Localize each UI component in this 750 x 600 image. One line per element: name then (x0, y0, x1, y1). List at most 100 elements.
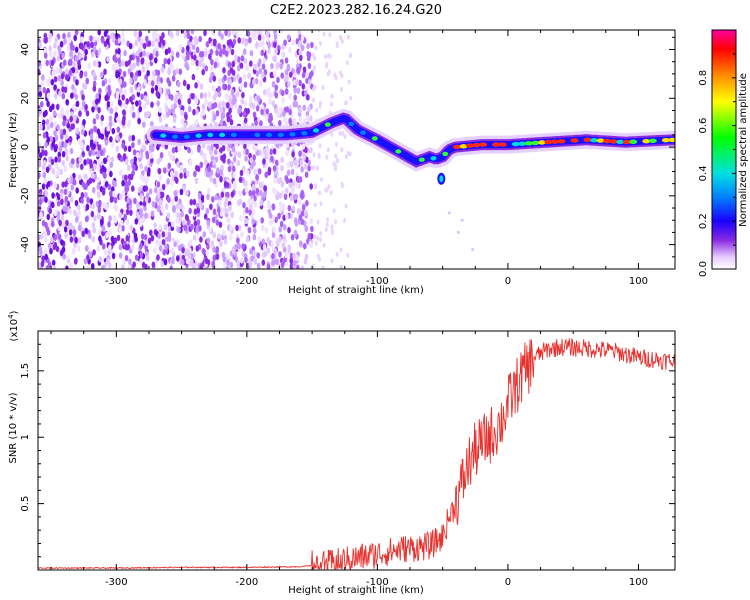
spectrogram-noise-cell (298, 48, 303, 56)
spectrogram-noise-cell (346, 150, 350, 156)
spectrogram-noise-cell (72, 179, 77, 186)
spectrogram-noise-cell (293, 230, 298, 237)
spectrogram-noise-cell (291, 39, 295, 46)
spectrogram-noise-cell (145, 254, 150, 262)
spectrogram-noise-cell (133, 30, 138, 38)
spectrogram-noise-cell (99, 120, 104, 127)
signal-ridge-peak (629, 139, 638, 144)
spectrogram-noise-cell (96, 183, 101, 190)
spectrogram-noise-cell (103, 30, 108, 37)
spectrogram-noise-cell (239, 62, 244, 69)
spectrogram-noise-cell (314, 183, 317, 189)
spectrogram-noise-cell (292, 252, 297, 260)
spectrogram-noise-cell (88, 232, 92, 239)
spectrogram-noise-cell (143, 111, 148, 118)
spectrogram-noise-cell (265, 108, 270, 115)
spectrogram-noise-cell (183, 122, 187, 129)
spectrogram-noise-cell (268, 112, 273, 120)
spectrogram-noise-cell (272, 165, 277, 172)
spectrogram-noise-cell (48, 45, 52, 52)
spectrogram-noise-cell (219, 48, 223, 55)
spectrogram-noise-cell (277, 177, 281, 185)
spectrogram-noise-cell (304, 253, 309, 260)
spectrogram-noise-cell (111, 127, 116, 135)
spectrogram-noise-cell (51, 192, 55, 199)
spectrogram-noise-cell (189, 239, 193, 246)
spectrogram-noise-cell (177, 226, 181, 234)
spectrogram-noise-cell (103, 249, 108, 256)
spectrogram-noise-cell (251, 103, 255, 110)
spectrogram-noise-cell (233, 150, 238, 158)
spectrogram-noise-cell (259, 120, 263, 127)
spectrogram-noise-cell (54, 162, 59, 170)
spectrogram-noise-cell (165, 94, 169, 102)
spectrogram-noise-cell (107, 184, 112, 191)
spectrogram-noise-cell (271, 81, 276, 88)
spectrogram-noise-cell (144, 185, 149, 192)
spectrogram-noise-cell (215, 253, 220, 260)
spectrogram-noise-cell (268, 219, 273, 226)
signal-ridge-peak (360, 130, 366, 135)
spectrogram-noise-cell (94, 49, 99, 57)
spectrogram-noise-cell (217, 78, 222, 85)
spectrogram-noise-cell (153, 247, 157, 254)
spectrogram-noise-cell (251, 209, 256, 216)
spectrogram-noise-cell (279, 63, 284, 70)
spectrogram-noise-cell (121, 142, 125, 149)
spectrogram-noise-cell (194, 177, 199, 184)
signal-ridge-peak (518, 141, 527, 146)
spectrogram-noise-cell (310, 225, 314, 233)
spectrogram-noise-cell (259, 30, 263, 34)
spectrogram-noise-cell (74, 257, 78, 264)
spectrogram-noise-cell (293, 94, 298, 101)
spectrogram-noise-cell (175, 51, 180, 58)
spectrogram-noise-cell (60, 107, 64, 115)
spectrogram-noise-cell (208, 37, 212, 44)
spectrogram-noise-cell (113, 197, 118, 204)
spectrogram-noise-cell (135, 100, 139, 107)
signal-ridge-peak (668, 137, 675, 143)
spectrogram-noise-cell (81, 51, 85, 58)
spectrogram-noise-cell (203, 153, 207, 160)
spectrogram-noise-cell (174, 195, 178, 202)
spectrogram-noise-cell (243, 117, 248, 124)
spectrogram-noise-cell (290, 234, 295, 241)
spectrogram-noise-cell (138, 220, 143, 227)
spectrogram-noise-cell (118, 119, 123, 126)
spectrogram-noise-cell (252, 30, 256, 36)
spectrogram-noise-cell (319, 231, 323, 237)
spectrogram-noise-cell (129, 71, 134, 79)
spectrogram-noise-cell (108, 215, 112, 222)
spectrogram-noise-cell (117, 99, 122, 106)
spectrogram-noise-cell (152, 70, 156, 77)
spectrogram-noise-cell (195, 46, 200, 53)
spectrogram-noise-cell (224, 196, 229, 204)
spectrogram-noise-cell (260, 40, 265, 47)
spectrogram-noise-cell (73, 115, 77, 122)
spectrogram-noise-cell (133, 156, 138, 163)
spectrogram-noise-cell (287, 226, 291, 234)
spectrogram-noise-cell (321, 265, 325, 269)
spectrogram-noise-cell (176, 161, 180, 168)
spectrogram-noise-cell (78, 110, 82, 117)
spectrogram-noise-cell (56, 55, 61, 62)
spectrogram-noise-cell (158, 245, 163, 252)
spectrogram-noise-cell (156, 192, 161, 199)
signal-ridge-peak (230, 132, 237, 138)
spectrogram-noise-cell (49, 121, 54, 129)
spectrogram-noise-cell (79, 72, 83, 79)
spectrogram-y-tick-label: -40 (20, 236, 31, 252)
spectrogram-noise-cell (158, 199, 163, 206)
spectrogram-noise-cell (78, 53, 82, 60)
spectrogram-noise-cell (240, 55, 245, 62)
spectrogram-noise-cell (243, 180, 247, 187)
spectrogram-noise-cell (297, 41, 302, 48)
spectrogram-noise-cell (326, 147, 330, 153)
spectrogram-noise-cell (299, 159, 304, 167)
spectrogram-noise-cell (88, 150, 92, 157)
colorbar-tick-label: 0.2 (698, 213, 709, 229)
spectrogram-noise-cell (310, 70, 314, 77)
spectrogram-noise-cell (219, 119, 224, 126)
spectrogram-noise-cell (303, 163, 308, 170)
spectrogram-noise-cell (110, 156, 115, 163)
